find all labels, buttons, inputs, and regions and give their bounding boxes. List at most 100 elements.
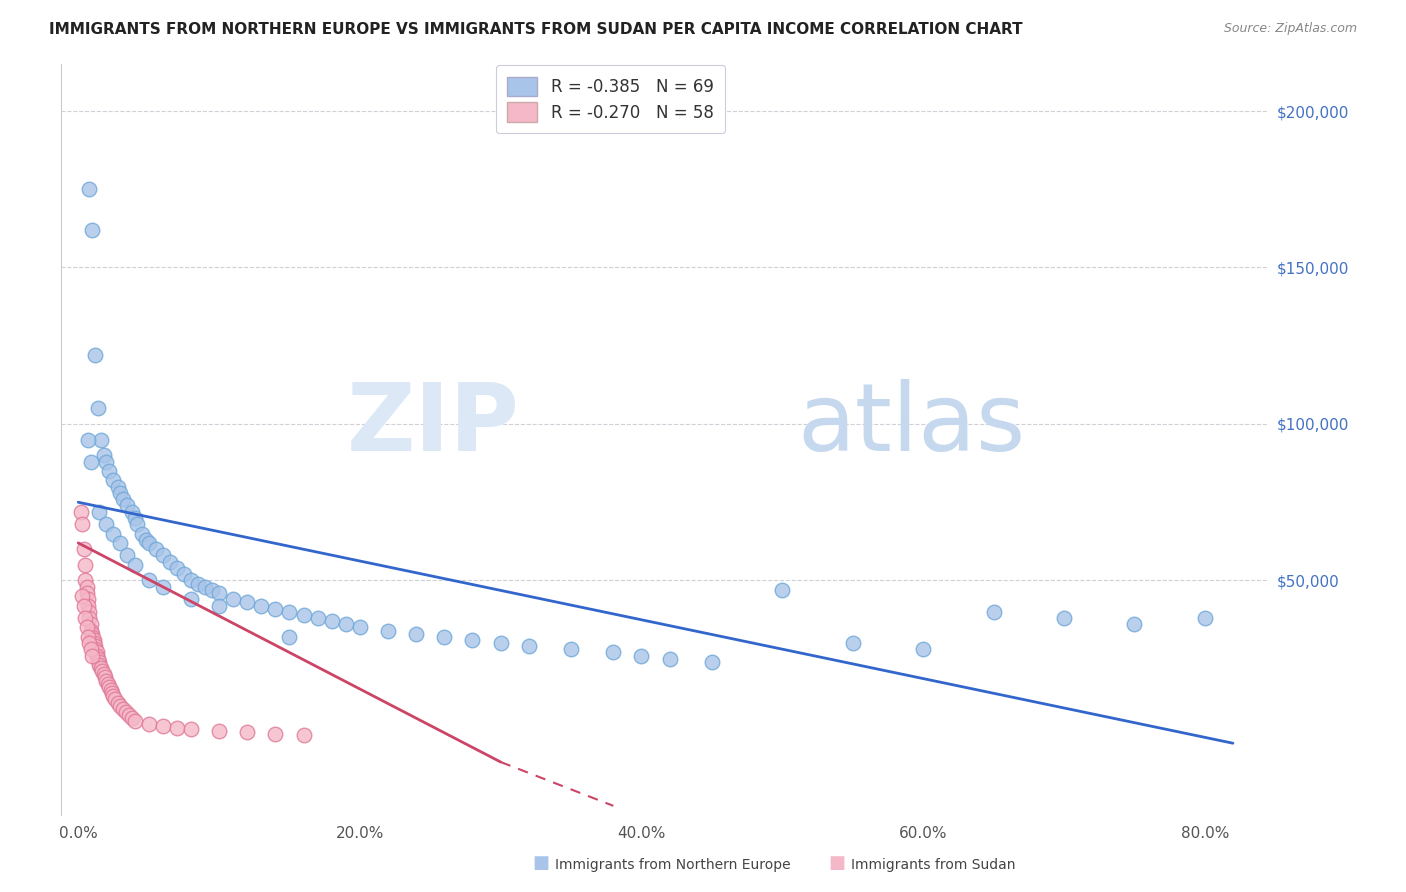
- Point: [73, 599, 96, 613]
- Point: [83, 636, 105, 650]
- Point: [208, 723, 231, 738]
- Point: [517, 639, 540, 653]
- Point: [75, 574, 97, 588]
- Point: [90, 661, 112, 675]
- Point: [138, 717, 160, 731]
- Point: [98, 680, 121, 694]
- Point: [250, 599, 273, 613]
- Point: [76, 620, 98, 634]
- Point: [86, 645, 108, 659]
- Point: [103, 690, 125, 704]
- Point: [107, 479, 129, 493]
- Point: [76, 586, 98, 600]
- Point: [152, 549, 174, 563]
- Legend: R = -0.385   N = 69, R = -0.270   N = 58: R = -0.385 N = 69, R = -0.270 N = 58: [496, 65, 725, 134]
- Point: [124, 558, 146, 572]
- Point: [100, 683, 122, 698]
- Point: [82, 630, 104, 644]
- Point: [1194, 611, 1216, 625]
- Point: [292, 728, 315, 742]
- Point: [103, 526, 125, 541]
- Text: ■: ■: [533, 855, 550, 872]
- Point: [131, 526, 153, 541]
- Point: [194, 580, 217, 594]
- Point: [121, 711, 143, 725]
- Point: [89, 657, 111, 672]
- Point: [79, 182, 101, 196]
- Point: [138, 536, 160, 550]
- Point: [201, 582, 224, 597]
- Point: [96, 517, 118, 532]
- Point: [187, 576, 209, 591]
- Point: [236, 595, 259, 609]
- Text: IMMIGRANTS FROM NORTHERN EUROPE VS IMMIGRANTS FROM SUDAN PER CAPITA INCOME CORRE: IMMIGRANTS FROM NORTHERN EUROPE VS IMMIG…: [49, 22, 1022, 37]
- Point: [80, 624, 103, 638]
- Point: [82, 223, 104, 237]
- Point: [86, 648, 108, 663]
- Point: [93, 667, 115, 681]
- Point: [461, 632, 484, 647]
- Point: [264, 727, 287, 741]
- Point: [630, 648, 652, 663]
- Point: [180, 574, 202, 588]
- Point: [983, 605, 1005, 619]
- Point: [87, 651, 110, 665]
- Point: [97, 677, 120, 691]
- Point: [117, 499, 139, 513]
- Point: [91, 665, 114, 679]
- Point: [307, 611, 329, 625]
- Point: [222, 592, 245, 607]
- Point: [84, 639, 107, 653]
- Point: [110, 486, 132, 500]
- Point: [84, 348, 107, 362]
- Point: [90, 433, 112, 447]
- Point: [278, 605, 301, 619]
- Point: [112, 492, 135, 507]
- Point: [107, 696, 129, 710]
- Point: [79, 605, 101, 619]
- Point: [77, 592, 100, 607]
- Point: [321, 614, 343, 628]
- Point: [349, 620, 371, 634]
- Point: [96, 454, 118, 468]
- Point: [292, 607, 315, 622]
- Point: [80, 454, 103, 468]
- Point: [377, 624, 399, 638]
- Text: atlas: atlas: [797, 378, 1026, 471]
- Text: Source: ZipAtlas.com: Source: ZipAtlas.com: [1223, 22, 1357, 36]
- Point: [208, 586, 231, 600]
- Point: [658, 651, 681, 665]
- Point: [101, 686, 124, 700]
- Point: [110, 536, 132, 550]
- Point: [145, 542, 167, 557]
- Point: [127, 517, 149, 532]
- Point: [96, 673, 118, 688]
- Point: [115, 705, 138, 719]
- Point: [1053, 611, 1076, 625]
- Point: [700, 655, 723, 669]
- Point: [112, 702, 135, 716]
- Point: [135, 533, 157, 547]
- Point: [77, 433, 100, 447]
- Point: [82, 626, 104, 640]
- Point: [1123, 617, 1146, 632]
- Point: [89, 655, 111, 669]
- Point: [560, 642, 582, 657]
- Point: [82, 648, 104, 663]
- Point: [208, 599, 231, 613]
- Point: [80, 642, 103, 657]
- Point: [166, 561, 188, 575]
- Point: [912, 642, 935, 657]
- Point: [124, 511, 146, 525]
- Point: [117, 549, 139, 563]
- Point: [110, 698, 132, 713]
- Point: [124, 714, 146, 729]
- Point: [166, 721, 188, 735]
- Point: [173, 567, 195, 582]
- Point: [83, 632, 105, 647]
- Point: [138, 574, 160, 588]
- Point: [770, 582, 793, 597]
- Point: [405, 626, 427, 640]
- Point: [104, 692, 127, 706]
- Point: [77, 630, 100, 644]
